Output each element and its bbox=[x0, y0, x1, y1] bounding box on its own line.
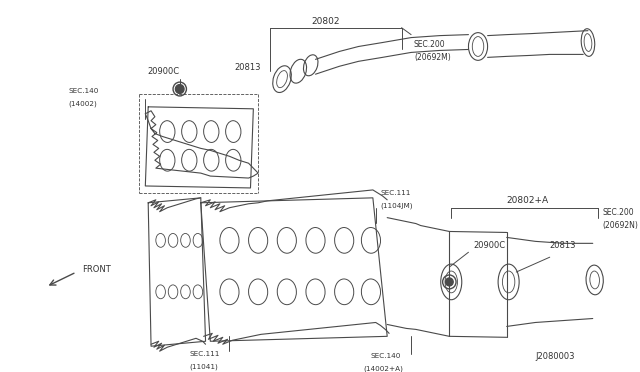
Text: SEC.200: SEC.200 bbox=[414, 40, 445, 49]
Text: (11041): (11041) bbox=[189, 364, 218, 370]
Text: SEC.140: SEC.140 bbox=[371, 353, 401, 359]
Text: SEC.200: SEC.200 bbox=[602, 208, 634, 217]
Text: 20813: 20813 bbox=[550, 241, 576, 250]
Text: (1104JM): (1104JM) bbox=[381, 202, 413, 209]
Text: 20802+A: 20802+A bbox=[507, 196, 549, 205]
Text: 20900C: 20900C bbox=[147, 67, 179, 76]
Text: SEC.111: SEC.111 bbox=[189, 351, 220, 357]
Text: 20900C: 20900C bbox=[473, 241, 506, 250]
Text: SEC.111: SEC.111 bbox=[381, 190, 411, 196]
Text: 20802: 20802 bbox=[312, 17, 340, 26]
Text: J2080003: J2080003 bbox=[536, 352, 575, 360]
Circle shape bbox=[175, 84, 184, 93]
Text: FRONT: FRONT bbox=[82, 264, 111, 273]
Text: (14002): (14002) bbox=[69, 100, 97, 107]
Text: SEC.140: SEC.140 bbox=[69, 88, 99, 94]
Text: (20692M): (20692M) bbox=[414, 53, 451, 62]
Text: 20813: 20813 bbox=[234, 63, 260, 72]
Circle shape bbox=[445, 278, 453, 286]
Text: (20692N): (20692N) bbox=[602, 221, 638, 230]
Text: (14002+A): (14002+A) bbox=[364, 366, 403, 372]
